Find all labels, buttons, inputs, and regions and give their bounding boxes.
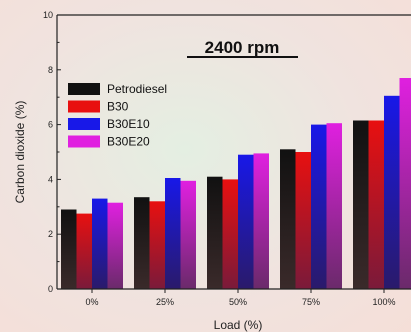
bar-b30-3 [295,152,311,289]
bar-b30e10-0 [92,198,108,289]
y-tick-label: 2 [48,229,53,239]
x-tick-label: 0% [85,297,98,307]
chart-title: 2400 rpm [205,38,280,57]
x-tick-label: 100% [372,297,395,307]
x-tick-label: 50% [229,297,247,307]
bar-b30e10-3 [311,124,327,289]
bar-petrodiesel-0 [61,209,77,289]
y-tick-label: 4 [48,174,53,184]
bar-b30-0 [76,213,92,289]
bar-b30e10-4 [384,95,400,289]
bar-b30-2 [222,179,238,289]
bar-b30e20-1 [180,180,196,289]
x-axis-label: Load (%) [214,318,263,332]
bar-petrodiesel-2 [207,176,223,289]
legend-label-b30e10: B30E10 [107,117,150,131]
bars-group [61,78,411,289]
y-axis-label: Carbon dioxide (%) [13,101,27,204]
y-tick-label: 6 [48,120,53,130]
legend-swatch-b30e20 [68,135,100,148]
bar-b30e20-2 [253,153,269,289]
bar-b30e10-1 [165,178,181,289]
axes-group: 0% 25% 50% 75% 100% 0 2 4 6 8 10 [43,10,411,307]
legend-label-petrodiesel: Petrodiesel [107,82,167,96]
bar-petrodiesel-4 [353,120,369,289]
y-tick-label: 10 [43,10,53,20]
bar-petrodiesel-1 [134,197,150,289]
bar-b30-1 [149,201,165,289]
legend-swatch-b30e10 [68,118,100,130]
legend-swatch-petrodiesel [68,83,100,95]
x-tick-label: 25% [156,297,174,307]
x-tick-label: 75% [302,297,320,307]
y-tick-label: 8 [48,65,53,75]
bar-b30e20-0 [107,202,123,289]
legend-label-b30e20: B30E20 [107,135,150,149]
bar-b30e20-3 [326,123,342,289]
bar-b30-4 [368,120,384,289]
bar-petrodiesel-3 [280,149,296,289]
legend: Petrodiesel B30 B30E10 B30E20 [68,82,167,149]
bar-b30e10-2 [238,154,254,289]
legend-swatch-b30 [68,100,100,113]
bar-b30e20-4 [399,78,411,289]
legend-label-b30: B30 [107,100,129,114]
y-tick-label: 0 [48,284,53,294]
